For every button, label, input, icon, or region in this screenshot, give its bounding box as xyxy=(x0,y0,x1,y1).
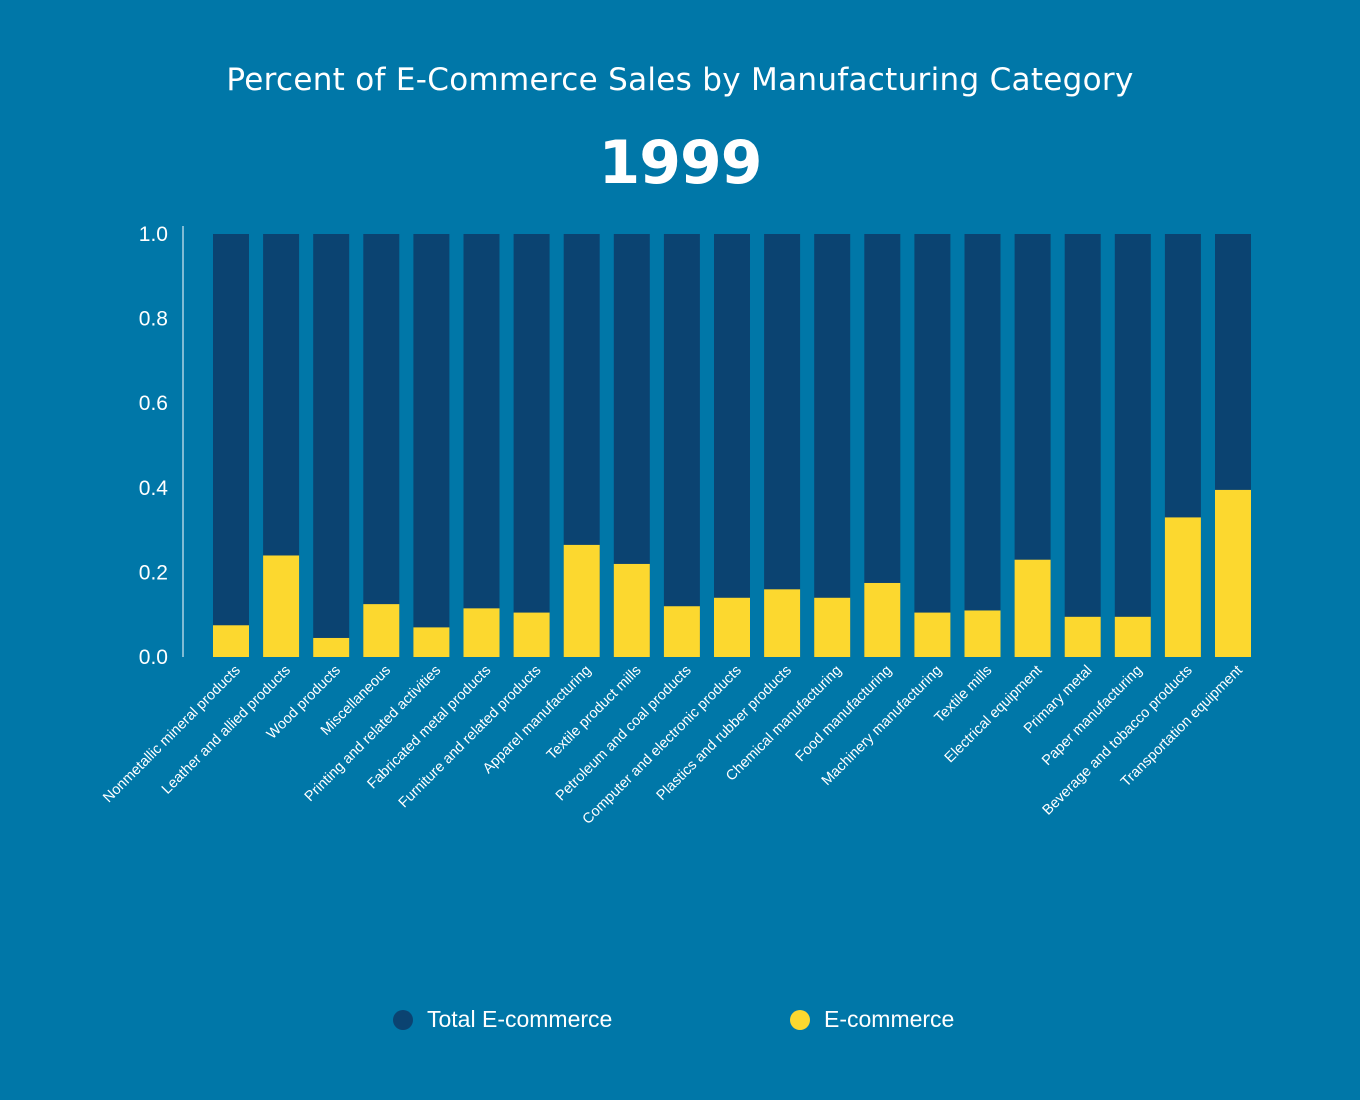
bar-ecommerce xyxy=(563,544,600,657)
bar-chart: 0.0 0.2 0.4 0.6 0.8 1.0 Nonmetallic mineral p… xyxy=(100,223,1251,828)
bar-total-ecommerce xyxy=(964,234,1001,657)
bar-ecommerce xyxy=(864,582,901,657)
bars xyxy=(213,234,1251,657)
bar-ecommerce xyxy=(764,589,801,657)
bar-ecommerce xyxy=(914,612,951,657)
bar-ecommerce xyxy=(1014,559,1051,657)
y-tick-label: 0.0 xyxy=(139,646,168,669)
bar-ecommerce xyxy=(663,606,700,657)
bar-ecommerce xyxy=(714,597,750,657)
bar-ecommerce xyxy=(1215,489,1251,657)
bar-total-ecommerce xyxy=(764,234,801,657)
bar-total-ecommerce xyxy=(463,234,500,657)
y-tick-label: 1.0 xyxy=(139,223,168,246)
x-tick-label: Paper manufacturing xyxy=(1039,663,1145,769)
bar-ecommerce xyxy=(814,597,851,657)
bar-ecommerce xyxy=(413,627,450,657)
bar-total-ecommerce xyxy=(914,234,951,657)
y-tick-label: 0.2 xyxy=(139,561,168,584)
bar-total-ecommerce xyxy=(1064,234,1101,657)
bar-total-ecommerce xyxy=(363,234,400,657)
x-tick-label: Electrical equipment xyxy=(942,663,1046,767)
legend-item-total-ecommerce[interactable]: Total E-commerce xyxy=(393,1006,612,1033)
legend-swatch-ecommerce xyxy=(790,1009,810,1030)
bar-ecommerce xyxy=(463,608,500,657)
bar-ecommerce xyxy=(1114,616,1151,657)
bar-ecommerce xyxy=(1164,517,1201,657)
bar-total-ecommerce xyxy=(714,234,750,657)
y-axis: 0.0 0.2 0.4 0.6 0.8 1.0 xyxy=(139,223,184,669)
legend-item-ecommerce[interactable]: E-commerce xyxy=(790,1006,954,1033)
bar-total-ecommerce xyxy=(513,234,550,657)
bar-ecommerce xyxy=(313,637,350,657)
bar-total-ecommerce xyxy=(413,234,450,657)
x-tick-label: Textile product mills xyxy=(544,663,645,764)
bar-ecommerce xyxy=(1064,616,1101,657)
bar-ecommerce xyxy=(964,610,1001,657)
x-tick-label: Food manufacturing xyxy=(793,663,896,766)
legend-label-ecommerce: E-commerce xyxy=(824,1006,955,1032)
bar-total-ecommerce xyxy=(663,234,700,657)
bar-total-ecommerce xyxy=(814,234,851,657)
chart-subtitle-year: 1999 xyxy=(598,128,763,198)
legend-label-total-ecommerce: Total E-commerce xyxy=(427,1006,613,1032)
bar-ecommerce xyxy=(213,625,249,657)
y-tick-label: 0.8 xyxy=(139,308,168,331)
legend-swatch-total-ecommerce xyxy=(393,1009,413,1030)
y-tick-label: 0.4 xyxy=(139,477,169,500)
bar-ecommerce xyxy=(613,563,650,657)
bar-ecommerce xyxy=(513,612,550,657)
bar-total-ecommerce xyxy=(213,234,249,657)
bar-ecommerce xyxy=(263,555,300,657)
y-tick-label: 0.6 xyxy=(139,392,168,415)
legend: Total E-commerce E-commerce xyxy=(0,1006,1360,1040)
bar-total-ecommerce xyxy=(1114,234,1151,657)
bar-ecommerce xyxy=(363,604,400,657)
chart-title: Percent of E-Commerce Sales by Manufactu… xyxy=(226,62,1134,98)
bar-total-ecommerce xyxy=(313,234,350,657)
